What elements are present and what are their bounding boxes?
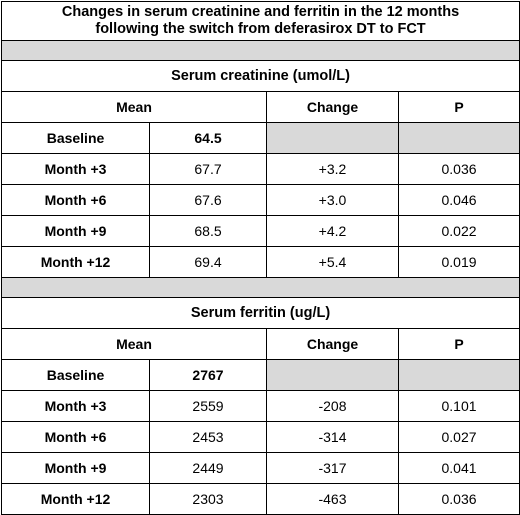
mean-value: 67.6 [149,184,267,216]
table-row: Month +6 2453 -314 0.027 [1,421,520,453]
section-title: Serum ferritin (ug/L) [0,297,520,329]
baseline-value: 64.5 [149,122,267,154]
table-row: Month +6 67.6 +3.0 0.046 [1,184,520,216]
change-value: +4.2 [266,215,399,247]
table-row: Month +9 2449 -317 0.041 [1,452,520,484]
table-row: Month +12 2303 -463 0.036 [1,483,520,515]
header-p: P [397,328,520,360]
row-label: Baseline [1,122,150,154]
mean-value: 69.4 [149,246,267,278]
row-label: Baseline [1,359,150,391]
row-label: Month +12 [1,483,150,515]
header-change: Change [266,91,399,123]
title-row: Changes in serum creatinine and ferritin… [0,1,520,41]
p-value: 0.101 [397,390,520,422]
table-title: Changes in serum creatinine and ferritin… [0,1,520,41]
p-value: 0.041 [397,452,520,484]
baseline-value: 2767 [149,359,267,391]
table-row: Month +3 2559 -208 0.101 [1,390,520,422]
empty-cell [397,122,520,154]
p-value: 0.022 [397,215,520,247]
table-row: Month +3 67.7 +3.2 0.036 [1,153,520,185]
row-label: Month +6 [1,184,150,216]
section-row-ferritin: Serum ferritin (ug/L) [0,297,520,329]
p-value: 0.019 [397,246,520,278]
row-label: Month +9 [1,452,150,484]
baseline-row: Baseline 64.5 [1,122,520,154]
p-value: 0.036 [397,483,520,515]
empty-cell [266,359,399,391]
row-label: Month +3 [1,390,150,422]
row-label: Month +3 [1,153,150,185]
change-value: -317 [266,452,399,484]
change-value: -314 [266,421,399,453]
header-mean: Mean [1,328,267,360]
empty-cell [266,122,399,154]
change-value: +5.4 [266,246,399,278]
row-label: Month +6 [1,421,150,453]
p-value: 0.036 [397,153,520,185]
header-p: P [397,91,520,123]
spacer-cell [0,40,520,61]
mean-value: 2453 [149,421,267,453]
p-value: 0.027 [397,421,520,453]
header-row: Mean Change P [1,91,520,123]
section-row-creatinine: Serum creatinine (umol/L) [0,60,520,92]
row-label: Month +12 [1,246,150,278]
change-value: -463 [266,483,399,515]
mean-value: 68.5 [149,215,267,247]
spacer-row [0,277,520,298]
change-value: -208 [266,390,399,422]
empty-cell [397,359,520,391]
p-value: 0.046 [397,184,520,216]
change-value: +3.0 [266,184,399,216]
section-title: Serum creatinine (umol/L) [0,60,520,92]
mean-value: 67.7 [149,153,267,185]
mean-value: 2449 [149,452,267,484]
table-title-line1: Changes in serum creatinine and ferritin… [61,4,460,20]
mean-value: 2303 [149,483,267,515]
table-title-line2: following the switch from deferasirox DT… [95,21,426,37]
mean-value: 2559 [149,390,267,422]
header-mean: Mean [1,91,267,123]
header-row: Mean Change P [1,328,520,360]
spacer-cell [0,277,520,298]
spacer-row [0,40,520,61]
table-row: Month +12 69.4 +5.4 0.019 [1,246,520,278]
header-change: Change [266,328,399,360]
row-label: Month +9 [1,215,150,247]
change-value: +3.2 [266,153,399,185]
baseline-row: Baseline 2767 [1,359,520,391]
table-row: Month +9 68.5 +4.2 0.022 [1,215,520,247]
